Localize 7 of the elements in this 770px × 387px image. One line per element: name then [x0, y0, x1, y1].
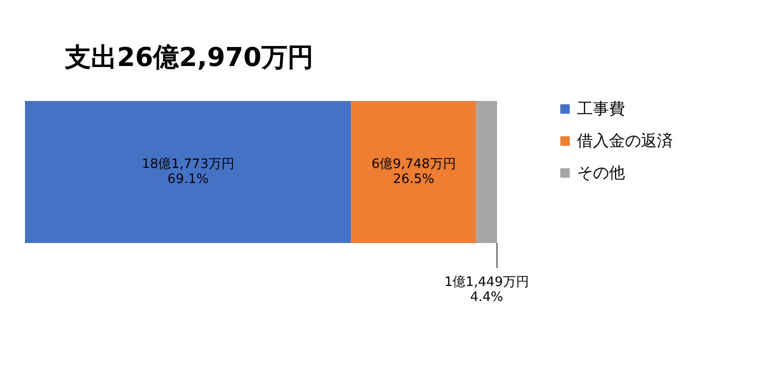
legend-label: 工事費: [577, 99, 625, 118]
chart-title: 支出26億2,970万円: [64, 43, 314, 73]
data-label: 18億1,773万円 69.1%: [142, 157, 234, 187]
data-label: 1億1,449万円 4.4%: [444, 275, 529, 305]
legend-label: 借入金の返済: [577, 131, 673, 150]
data-label: 6億9,748万円 26.5%: [371, 157, 456, 187]
legend-label: その他: [577, 163, 625, 182]
